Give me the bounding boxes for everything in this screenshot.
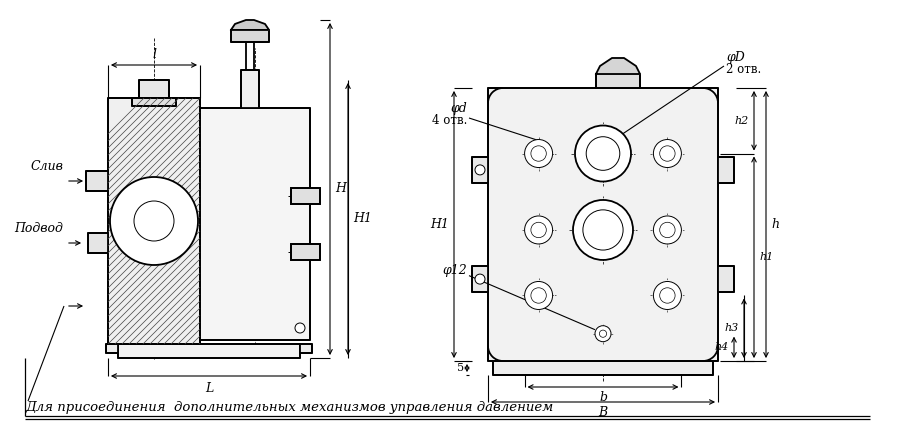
Bar	[88, 233, 108, 253]
Text: 5: 5	[457, 363, 464, 373]
Circle shape	[110, 177, 198, 265]
Circle shape	[475, 274, 485, 284]
Bar	[108, 98, 200, 344]
Bar	[241, 70, 259, 108]
Text: Для присоединения  дополнительных механизмов управления давлением: Для присоединения дополнительных механиз…	[25, 401, 554, 414]
Text: h1: h1	[759, 252, 773, 262]
Polygon shape	[231, 20, 269, 30]
Bar	[472, 157, 488, 183]
Circle shape	[573, 200, 633, 260]
Text: h4: h4	[715, 343, 729, 352]
Text: h: h	[771, 218, 779, 231]
Circle shape	[595, 326, 611, 342]
Text: 2 отв.: 2 отв.	[726, 63, 761, 76]
Circle shape	[653, 282, 681, 309]
Text: φ12: φ12	[442, 264, 467, 276]
Circle shape	[525, 140, 553, 167]
Text: Слив: Слив	[30, 160, 63, 173]
Bar	[300, 344, 312, 353]
Polygon shape	[596, 58, 640, 74]
Bar	[231, 30, 269, 42]
Bar	[86, 171, 108, 191]
Text: L: L	[205, 382, 213, 395]
Bar	[106, 344, 118, 353]
Bar	[718, 157, 734, 183]
Text: h3: h3	[724, 323, 739, 333]
Text: B: B	[598, 406, 608, 419]
Bar	[493, 361, 713, 375]
Text: h2: h2	[734, 116, 749, 126]
Bar	[718, 266, 734, 292]
Bar	[139, 80, 169, 98]
Bar	[291, 188, 320, 204]
Circle shape	[475, 165, 485, 175]
Bar	[108, 98, 200, 344]
Bar	[291, 244, 320, 260]
Text: b: b	[599, 391, 607, 404]
Bar	[291, 244, 320, 260]
Circle shape	[525, 282, 553, 309]
Text: φD: φD	[726, 51, 745, 64]
Bar	[118, 344, 300, 358]
Bar	[596, 74, 640, 88]
Bar	[488, 88, 718, 361]
Text: Подвод: Подвод	[14, 222, 63, 235]
Text: H1: H1	[430, 218, 449, 231]
Circle shape	[575, 126, 631, 181]
Circle shape	[295, 323, 305, 333]
Text: H: H	[335, 182, 346, 196]
Circle shape	[653, 140, 681, 167]
Circle shape	[653, 216, 681, 244]
Circle shape	[525, 216, 553, 244]
Bar	[291, 188, 320, 204]
Bar	[472, 266, 488, 292]
Bar	[200, 108, 310, 340]
Text: l: l	[152, 48, 156, 61]
Bar	[132, 98, 176, 106]
Text: φd: φd	[450, 102, 467, 115]
Text: H1: H1	[353, 213, 372, 225]
Text: 4 отв.: 4 отв.	[432, 114, 467, 127]
